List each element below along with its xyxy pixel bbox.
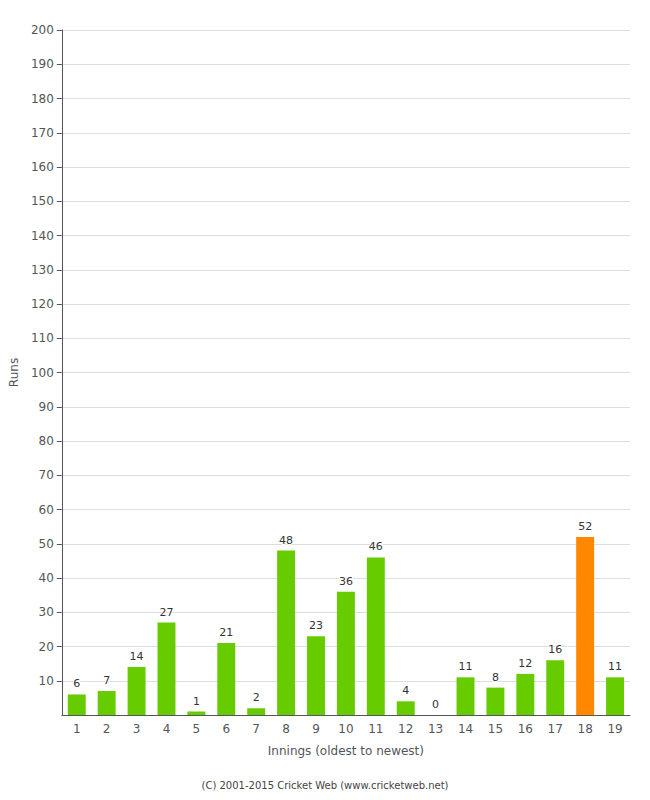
- svg-text:10: 10: [39, 674, 54, 688]
- svg-text:110: 110: [31, 331, 54, 345]
- svg-text:11: 11: [608, 660, 622, 673]
- svg-text:13: 13: [428, 722, 443, 736]
- svg-text:7: 7: [103, 674, 110, 687]
- svg-text:70: 70: [39, 468, 54, 482]
- svg-text:(C) 2001-2015 Cricket Web (www: (C) 2001-2015 Cricket Web (www.cricketwe…: [202, 780, 449, 791]
- svg-text:6: 6: [73, 677, 80, 690]
- svg-text:90: 90: [39, 400, 54, 414]
- svg-text:36: 36: [339, 575, 353, 588]
- svg-text:18: 18: [578, 722, 593, 736]
- svg-text:14: 14: [130, 650, 144, 663]
- svg-text:30: 30: [39, 605, 54, 619]
- svg-text:2: 2: [103, 722, 111, 736]
- svg-text:8: 8: [282, 722, 290, 736]
- svg-text:12: 12: [518, 657, 532, 670]
- svg-text:1: 1: [73, 722, 81, 736]
- svg-text:16: 16: [548, 643, 562, 656]
- svg-text:17: 17: [548, 722, 563, 736]
- svg-text:100: 100: [31, 366, 54, 380]
- svg-text:160: 160: [31, 160, 54, 174]
- svg-text:27: 27: [159, 606, 173, 619]
- svg-text:140: 140: [31, 229, 54, 243]
- svg-text:12: 12: [398, 722, 413, 736]
- svg-text:130: 130: [31, 263, 54, 277]
- svg-text:Innings (oldest to newest): Innings (oldest to newest): [268, 744, 424, 758]
- svg-text:50: 50: [39, 537, 54, 551]
- svg-text:60: 60: [39, 503, 54, 517]
- svg-text:5: 5: [193, 722, 201, 736]
- svg-text:40: 40: [39, 571, 54, 585]
- svg-text:46: 46: [369, 540, 383, 553]
- svg-text:150: 150: [31, 194, 54, 208]
- svg-text:10: 10: [338, 722, 353, 736]
- svg-text:0: 0: [432, 698, 439, 711]
- svg-text:2: 2: [253, 691, 260, 704]
- svg-text:14: 14: [458, 722, 473, 736]
- svg-text:170: 170: [31, 126, 54, 140]
- svg-text:48: 48: [279, 534, 293, 547]
- svg-text:16: 16: [518, 722, 533, 736]
- svg-text:1: 1: [193, 695, 200, 708]
- svg-text:20: 20: [39, 640, 54, 654]
- svg-text:23: 23: [309, 619, 323, 632]
- svg-text:15: 15: [488, 722, 503, 736]
- svg-text:8: 8: [492, 671, 499, 684]
- svg-text:7: 7: [252, 722, 260, 736]
- svg-text:11: 11: [459, 660, 473, 673]
- svg-text:19: 19: [607, 722, 622, 736]
- svg-text:3: 3: [133, 722, 141, 736]
- svg-text:80: 80: [39, 434, 54, 448]
- svg-text:200: 200: [31, 23, 54, 37]
- svg-text:11: 11: [368, 722, 383, 736]
- svg-text:9: 9: [312, 722, 320, 736]
- svg-text:4: 4: [402, 684, 409, 697]
- svg-text:52: 52: [578, 520, 592, 533]
- svg-text:190: 190: [31, 57, 54, 71]
- svg-text:180: 180: [31, 92, 54, 106]
- svg-text:120: 120: [31, 297, 54, 311]
- svg-text:6: 6: [222, 722, 230, 736]
- svg-text:Runs: Runs: [7, 358, 21, 387]
- svg-text:4: 4: [163, 722, 171, 736]
- svg-text:21: 21: [219, 626, 233, 639]
